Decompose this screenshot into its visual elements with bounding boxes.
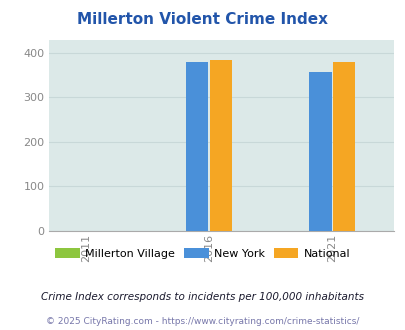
Text: © 2025 CityRating.com - https://www.cityrating.com/crime-statistics/: © 2025 CityRating.com - https://www.city… bbox=[46, 317, 359, 326]
Bar bbox=[332, 62, 354, 231]
Text: Millerton Violent Crime Index: Millerton Violent Crime Index bbox=[77, 12, 328, 26]
Text: Crime Index corresponds to incidents per 100,000 inhabitants: Crime Index corresponds to incidents per… bbox=[41, 292, 364, 302]
Bar bbox=[309, 72, 331, 231]
Bar bbox=[185, 62, 208, 231]
Legend: Millerton Village, New York, National: Millerton Village, New York, National bbox=[51, 244, 354, 263]
Bar bbox=[209, 60, 231, 231]
